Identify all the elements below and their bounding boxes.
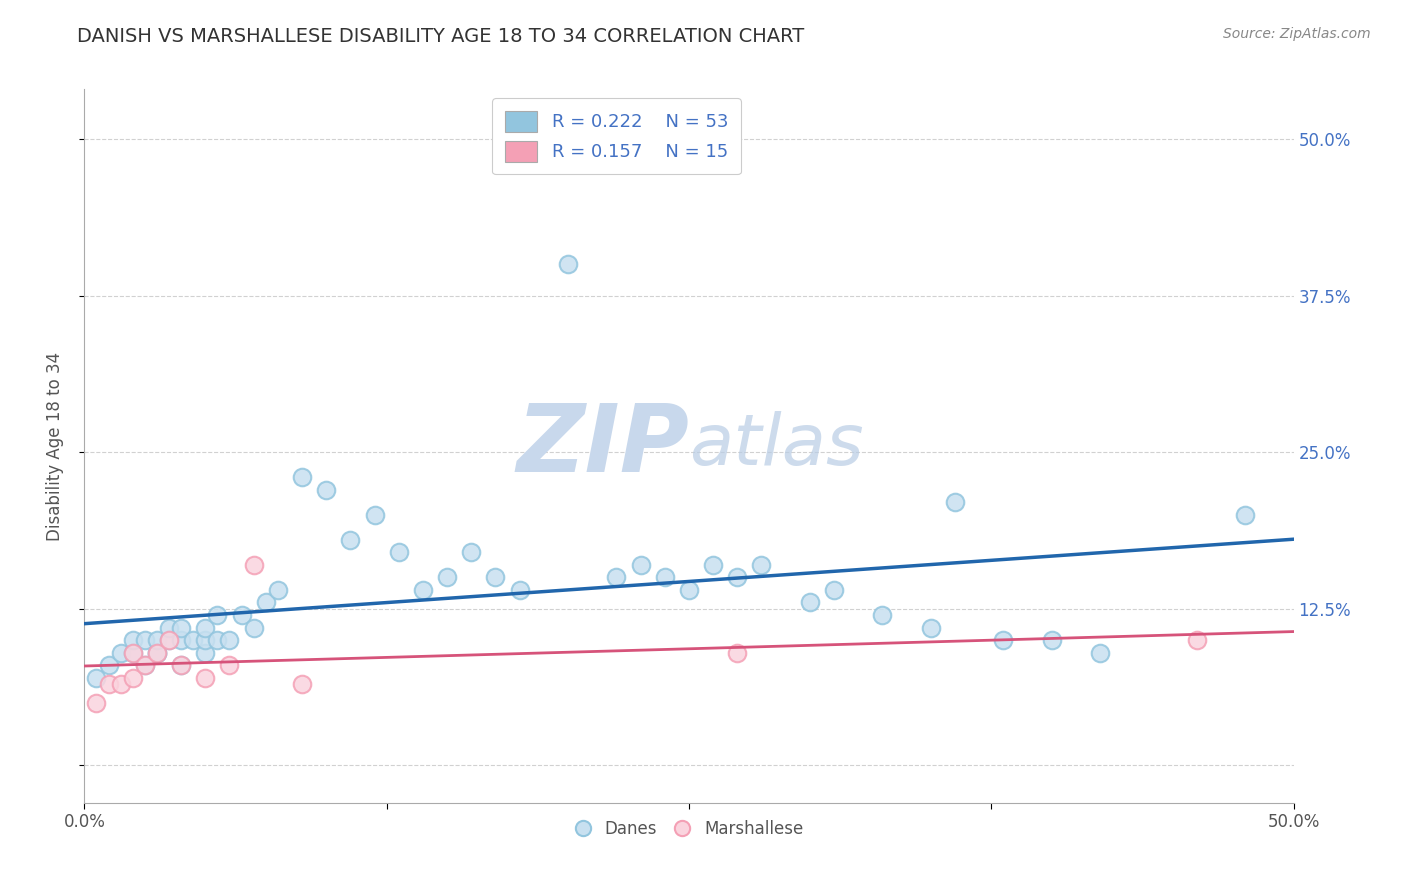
Point bbox=[363, 508, 385, 522]
Point bbox=[170, 633, 193, 648]
Point bbox=[436, 570, 458, 584]
Point bbox=[146, 633, 169, 648]
Point bbox=[725, 646, 748, 660]
Point bbox=[509, 582, 531, 597]
Point bbox=[993, 633, 1015, 648]
Point bbox=[872, 607, 894, 622]
Point bbox=[751, 558, 773, 572]
Point bbox=[110, 646, 132, 660]
Point bbox=[157, 633, 180, 648]
Point bbox=[194, 646, 217, 660]
Point bbox=[254, 595, 277, 609]
Point bbox=[97, 677, 120, 691]
Point bbox=[146, 646, 169, 660]
Point bbox=[242, 621, 264, 635]
Point bbox=[121, 646, 143, 660]
Point bbox=[170, 658, 193, 673]
Point bbox=[630, 558, 652, 572]
Point bbox=[799, 595, 821, 609]
Text: atlas: atlas bbox=[689, 411, 863, 481]
Point bbox=[725, 570, 748, 584]
Point bbox=[315, 483, 337, 497]
Point bbox=[702, 558, 724, 572]
Point bbox=[1088, 646, 1111, 660]
Text: Source: ZipAtlas.com: Source: ZipAtlas.com bbox=[1223, 27, 1371, 41]
Point bbox=[339, 533, 361, 547]
Point bbox=[654, 570, 676, 584]
Point bbox=[231, 607, 253, 622]
Point bbox=[388, 545, 411, 559]
Point bbox=[218, 633, 240, 648]
Point bbox=[207, 607, 229, 622]
Point bbox=[1234, 508, 1257, 522]
Point bbox=[823, 582, 845, 597]
Point bbox=[134, 658, 156, 673]
Point bbox=[605, 570, 627, 584]
Point bbox=[194, 633, 217, 648]
Point bbox=[412, 582, 434, 597]
Point bbox=[678, 582, 700, 597]
Legend: Danes, Marshallese: Danes, Marshallese bbox=[568, 814, 810, 845]
Point bbox=[110, 677, 132, 691]
Point bbox=[557, 257, 579, 271]
Point bbox=[157, 633, 180, 648]
Point bbox=[157, 621, 180, 635]
Point bbox=[1040, 633, 1063, 648]
Point bbox=[181, 633, 204, 648]
Point bbox=[291, 677, 314, 691]
Point bbox=[943, 495, 966, 509]
Point bbox=[146, 646, 169, 660]
Point bbox=[460, 545, 482, 559]
Point bbox=[170, 621, 193, 635]
Point bbox=[207, 633, 229, 648]
Point bbox=[1185, 633, 1208, 648]
Point bbox=[97, 658, 120, 673]
Point bbox=[121, 633, 143, 648]
Point bbox=[920, 621, 942, 635]
Point bbox=[170, 658, 193, 673]
Point bbox=[134, 633, 156, 648]
Point bbox=[86, 671, 108, 685]
Point bbox=[146, 646, 169, 660]
Point bbox=[194, 671, 217, 685]
Point bbox=[267, 582, 290, 597]
Point bbox=[242, 558, 264, 572]
Text: ZIP: ZIP bbox=[516, 400, 689, 492]
Point bbox=[86, 696, 108, 710]
Text: DANISH VS MARSHALLESE DISABILITY AGE 18 TO 34 CORRELATION CHART: DANISH VS MARSHALLESE DISABILITY AGE 18 … bbox=[77, 27, 804, 45]
Point bbox=[194, 621, 217, 635]
Point bbox=[121, 671, 143, 685]
Point bbox=[484, 570, 506, 584]
Point bbox=[121, 646, 143, 660]
Point bbox=[291, 470, 314, 484]
Point bbox=[218, 658, 240, 673]
Point bbox=[134, 658, 156, 673]
Y-axis label: Disability Age 18 to 34: Disability Age 18 to 34 bbox=[45, 351, 63, 541]
